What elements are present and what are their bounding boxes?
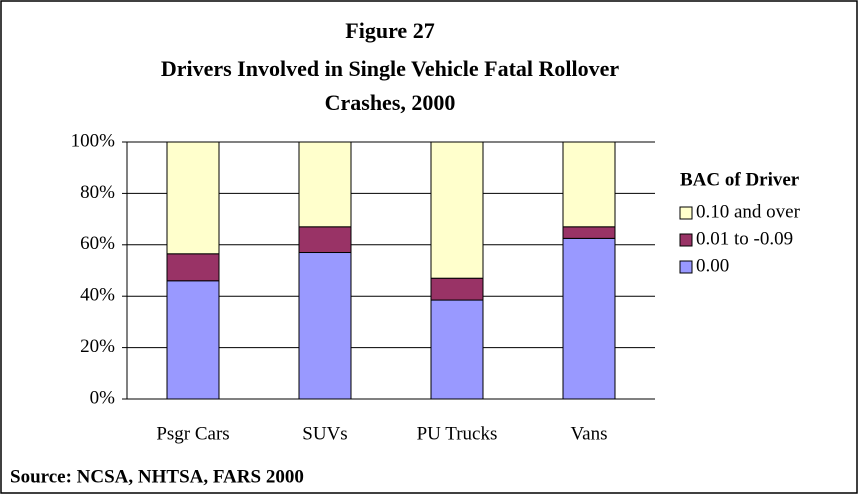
bar-segment [166,141,220,255]
chart-title: Figure 27 [345,18,434,43]
x-tick-label: Psgr Cars [156,423,229,444]
bar-segment [430,299,484,400]
source: Source: NCSA, NHTSA, FARS 2000 [10,466,304,487]
legend-swatch [679,233,693,247]
y-tick-label: 0% [90,387,116,408]
bar-segment [562,141,616,228]
y-tick-label: 100% [71,130,116,151]
chart-title: Drivers Involved in Single Vehicle Fatal… [161,56,620,81]
bar-segment [562,226,616,239]
legend-title: BAC of Driver [680,169,800,190]
x-tick-label: PU Trucks [417,423,498,444]
bar-segment [298,141,352,228]
chart-title: Crashes, 2000 [325,90,456,115]
bar-segment [166,280,220,400]
bar-segment [166,253,220,282]
y-tick-label: 40% [80,285,115,306]
legend-swatch [679,206,693,220]
bar-segment [430,141,484,279]
y-tick-label: 60% [80,233,115,254]
bar-segment [430,277,484,301]
x-tick-label: SUVs [302,423,347,444]
y-tick-label: 20% [80,336,115,357]
legend-label: 0.10 and over [696,201,801,222]
x-tick-label: Vans [571,423,608,444]
legend-swatch [679,260,693,274]
legend-label: 0.00 [696,255,729,276]
y-tick-label: 80% [80,182,115,203]
bar-segment [562,237,616,400]
bar-segment [298,226,352,254]
legend-label: 0.01 to -0.09 [696,228,793,249]
bar-segment [298,252,352,400]
